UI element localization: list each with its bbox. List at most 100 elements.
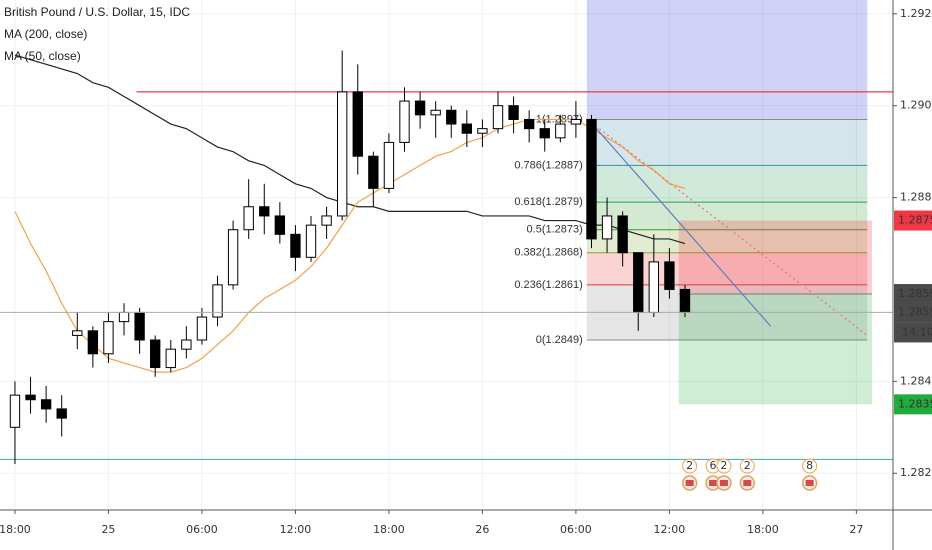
x-tick-label: 06:00 [186, 523, 218, 536]
time-axis [0, 510, 893, 550]
ma-line [14, 54, 686, 245]
fib-label: 0.236(1.2861) [514, 279, 583, 291]
x-tick-label: 12:00 [280, 523, 312, 536]
candle-body [87, 330, 99, 355]
candle-body [25, 394, 36, 401]
candle-body [134, 311, 145, 341]
x-tick-label: 18:00 [747, 523, 779, 536]
chart-title: British Pound / U.S. Dollar, 15, IDC [4, 5, 190, 19]
plot-area: 1(1.2897)0.786(1.2887)0.618(1.2879)0.5(1… [0, 0, 893, 491]
candle-body [305, 224, 317, 258]
candle-body [150, 339, 161, 369]
event-label: 6 [710, 459, 717, 472]
price-axis [893, 0, 932, 550]
candle-body [492, 105, 504, 130]
candle-body [679, 288, 691, 313]
axes: 18:00 25 06:00 12:00 18:00 26 06:00 12:00 18:00 2… [0, 7, 932, 536]
fib-band [586, 119, 868, 166]
candle-body [368, 155, 379, 189]
grid [0, 0, 893, 510]
target-tag [894, 394, 932, 415]
event-flag-bar [685, 480, 694, 486]
y-tick-label: 1.2840 [900, 374, 932, 387]
fib-label: 0(1.2849) [536, 334, 583, 346]
candle-body [664, 261, 675, 290]
legend-entry: MA (200, close) [4, 27, 87, 41]
event-label: 2 [744, 459, 751, 472]
candle-body [399, 100, 410, 143]
y-tick-label: 1.2820 [900, 466, 932, 479]
event-flag-bar [743, 480, 752, 486]
event-label: 8 [806, 459, 813, 472]
event-badge [716, 458, 732, 474]
target-box [586, 0, 868, 120]
trend-line [598, 128, 868, 336]
candle-body [539, 128, 550, 139]
stop-zone [678, 220, 872, 295]
candle-body [586, 118, 597, 240]
y-tick-label: 1.2920 [900, 7, 932, 20]
candle-body [72, 330, 83, 336]
x-tick-label: 18:00 [0, 523, 31, 536]
candle-body [103, 321, 114, 355]
candle-body [274, 215, 286, 235]
candle-body [352, 91, 363, 157]
candle-body [337, 91, 348, 217]
event-badge [802, 458, 818, 474]
candle-body [570, 118, 582, 125]
event-label: 2 [686, 459, 693, 472]
price-tag-label: 1.2875 [898, 214, 932, 227]
trend-line [587, 119, 772, 327]
candle-body [461, 123, 473, 134]
candle-body [227, 229, 239, 286]
candle-body [165, 348, 176, 369]
candle-body [601, 215, 613, 240]
target-tag-label: 1.2835 [898, 397, 932, 410]
fib-label: 0.786(1.2887) [514, 159, 583, 171]
event-badge [682, 458, 698, 474]
price-tag [894, 284, 932, 305]
candle-body [290, 233, 301, 258]
candle-body [477, 128, 488, 134]
target-zone [678, 294, 872, 405]
candle-body [430, 109, 441, 116]
y-tick-label: 1.2880 [900, 191, 932, 204]
x-tick-label: 12:00 [654, 523, 686, 536]
countdown-box [894, 322, 932, 343]
legend: British Pound / U.S. Dollar, 15, IDC MA … [4, 5, 190, 63]
candle-body [212, 284, 223, 318]
event-badge [739, 458, 755, 474]
event-flag-bar [709, 480, 718, 486]
candle-body [523, 118, 535, 130]
event-flag-bar [805, 480, 814, 486]
countdown: 14:10 [902, 325, 932, 338]
candle-body [259, 206, 270, 217]
x-tick-label: 18:00 [373, 523, 405, 536]
x-tick-label: 26 [475, 523, 489, 536]
ma-line [14, 118, 686, 373]
candle-body [555, 123, 566, 139]
candle-body [633, 252, 644, 313]
fib-band [586, 202, 868, 230]
x-tick-label: 25 [101, 523, 115, 536]
candle-body [118, 311, 130, 323]
price-tag [894, 302, 932, 323]
candle-body [40, 399, 52, 410]
price-tag-label: 1.2855 [898, 305, 932, 318]
fib-label: 0.618(1.2879) [514, 196, 583, 208]
legend-entry: MA (50, close) [4, 49, 81, 63]
candle-body [383, 141, 395, 189]
candle-body [9, 394, 21, 428]
candle-body [617, 215, 628, 254]
price-tag-label: 1.2859 [898, 287, 932, 300]
fib-band [586, 165, 868, 203]
x-tick-label: 06:00 [560, 523, 592, 536]
price-tag [894, 210, 932, 231]
event-flag-bar [719, 480, 728, 486]
fib-label: 0.382(1.2868) [514, 247, 583, 259]
x-tick-label: 27 [849, 523, 863, 536]
fib-band [586, 229, 868, 253]
candle-body [56, 408, 67, 419]
candle-body [414, 100, 426, 116]
